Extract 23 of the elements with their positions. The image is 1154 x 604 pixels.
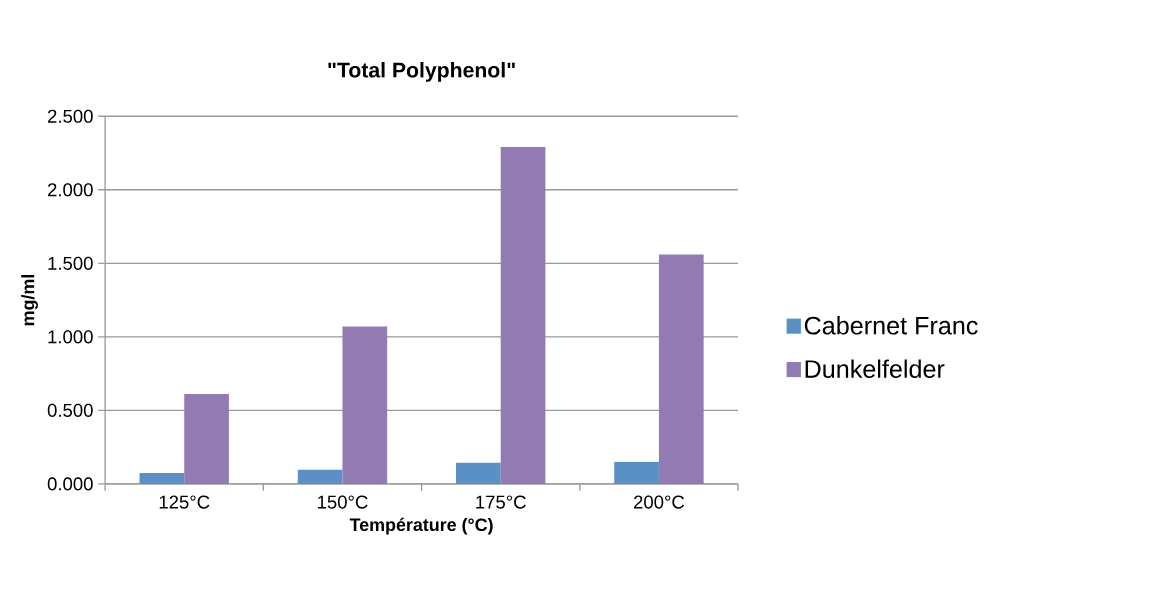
bar	[614, 461, 659, 484]
x-axis-title: Température (°C)	[349, 517, 493, 535]
bar	[184, 393, 229, 484]
y-tick-label: 2.000	[48, 183, 93, 197]
y-tick-label: 1.000	[48, 330, 93, 344]
y-tick-label: 0.500	[47, 403, 93, 417]
legend-label: Dunkelfelder	[805, 359, 945, 378]
x-tick-label: 150°C	[318, 495, 368, 509]
bar	[455, 462, 501, 484]
bar	[297, 469, 343, 484]
x-tick-label: 200°C	[633, 495, 685, 509]
x-tick-label: 175°C	[476, 495, 526, 509]
x-tick-label: 125°C	[159, 495, 210, 509]
legend-label: Cabernet Franc	[804, 315, 978, 335]
bar	[342, 326, 388, 484]
bar	[500, 146, 546, 484]
y-tick-label: 0.000	[47, 477, 93, 491]
bar	[658, 254, 704, 484]
chart-title: "Total Polyphenol"	[328, 61, 515, 82]
bar	[139, 472, 185, 484]
y-axis-title: mg/ml	[21, 274, 38, 326]
y-tick-label: 1.500	[48, 256, 93, 270]
y-tick-label: 2.500	[48, 109, 93, 123]
